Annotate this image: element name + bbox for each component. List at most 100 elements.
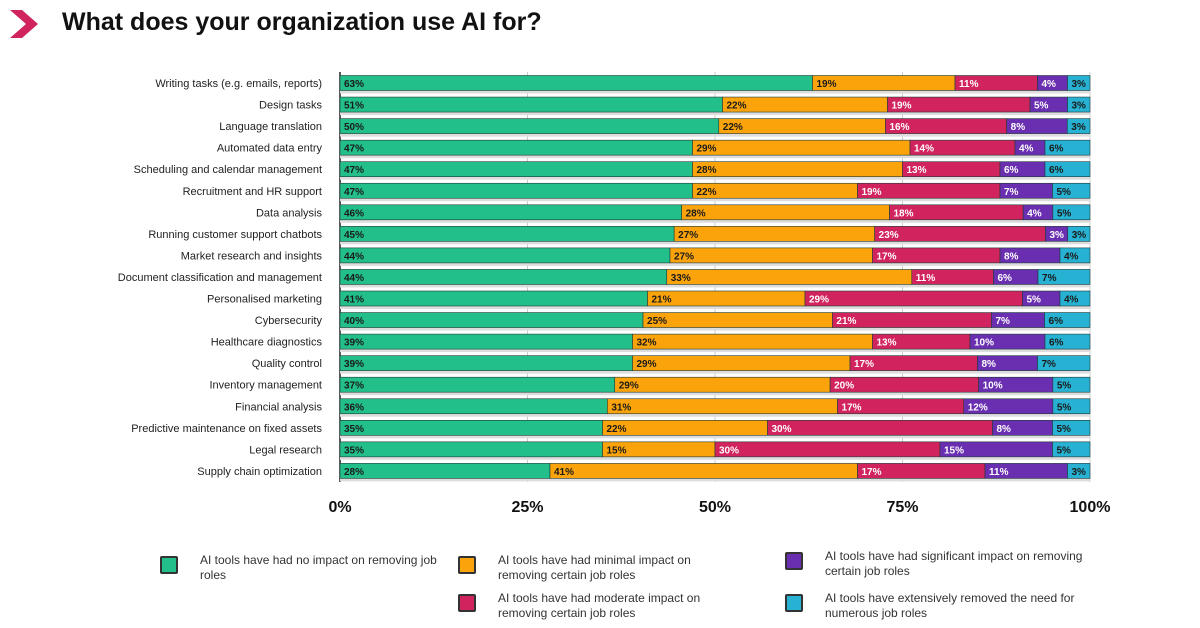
- bar-segment: [1052, 441, 1091, 458]
- bar-segment: [339, 247, 671, 264]
- data-label: 7%: [1004, 187, 1019, 198]
- bar-segment: [669, 247, 873, 264]
- data-label: 17%: [854, 359, 874, 370]
- bar-shadow: [340, 477, 1090, 482]
- data-label: 22%: [697, 187, 717, 198]
- data-label: 5%: [1057, 208, 1072, 219]
- bar-shadow: [340, 283, 1090, 288]
- data-label: 63%: [344, 79, 364, 90]
- data-label: 5%: [1034, 101, 1049, 112]
- bar-segment: [1059, 290, 1091, 307]
- bar-shadow: [340, 305, 1090, 309]
- bar-segment: [339, 204, 682, 221]
- data-label: 28%: [697, 165, 717, 176]
- bar-segment: [1044, 161, 1091, 177]
- data-label: 19%: [817, 79, 837, 90]
- legend-swatch: [458, 556, 476, 574]
- category-label: Personalised marketing: [207, 294, 322, 306]
- bar-segment: [1052, 182, 1091, 199]
- bar-shadow: [340, 261, 1090, 266]
- data-label: 45%: [344, 230, 364, 241]
- data-label: 29%: [809, 295, 829, 306]
- bar-segment: [632, 355, 851, 371]
- bar-segment: [607, 398, 838, 415]
- bar-segment: [339, 312, 644, 328]
- bar-segment: [1052, 204, 1091, 221]
- category-label: Scheduling and calendar management: [134, 164, 322, 176]
- data-label: 28%: [686, 208, 706, 219]
- data-label: 21%: [836, 316, 856, 327]
- category-label: Cybersecurity: [255, 315, 323, 327]
- bar-shadow: [340, 240, 1090, 245]
- bar-segment: [549, 463, 858, 479]
- data-label: 31%: [611, 402, 631, 413]
- bar-segment: [1037, 355, 1091, 371]
- data-label: 10%: [983, 381, 1003, 392]
- data-label: 13%: [877, 338, 897, 349]
- category-label: Design tasks: [259, 100, 322, 112]
- category-label: Predictive maintenance on fixed assets: [131, 423, 322, 435]
- data-label: 3%: [1072, 467, 1087, 478]
- bar-segment: [339, 161, 693, 177]
- bar-segment: [339, 441, 603, 458]
- data-label: 3%: [1071, 122, 1086, 133]
- data-label: 47%: [344, 187, 364, 198]
- data-label: 36%: [344, 402, 364, 413]
- data-label: 17%: [877, 251, 897, 262]
- data-label: 39%: [344, 359, 364, 370]
- category-label: Financial analysis: [235, 401, 322, 413]
- bar-shadow: [340, 132, 1090, 137]
- category-label: Legal research: [249, 444, 322, 456]
- data-label: 22%: [727, 101, 747, 112]
- data-label: 15%: [944, 445, 964, 456]
- data-label: 6%: [997, 273, 1012, 284]
- bar-segment: [602, 419, 768, 436]
- legend-swatch: [160, 556, 178, 574]
- x-tick-label: 100%: [1070, 499, 1111, 516]
- data-label: 47%: [344, 144, 364, 155]
- data-label: 19%: [892, 101, 912, 112]
- data-label: 7%: [996, 316, 1011, 327]
- data-label: 35%: [344, 424, 364, 435]
- bar-shadow: [340, 369, 1090, 374]
- category-label: Recruitment and HR support: [183, 186, 322, 198]
- data-label: 4%: [1027, 208, 1042, 219]
- bar-segment: [681, 204, 890, 221]
- data-label: 11%: [959, 79, 979, 90]
- data-label: 19%: [862, 187, 882, 198]
- data-label: 6%: [1049, 144, 1064, 155]
- bar-segment: [614, 376, 831, 393]
- data-label: 37%: [344, 381, 364, 392]
- data-label: 8%: [1011, 122, 1026, 133]
- data-label: 6%: [1049, 165, 1064, 176]
- data-label: 11%: [916, 273, 936, 284]
- bar-segment: [673, 226, 875, 242]
- bar-segment: [1052, 376, 1091, 393]
- bar-segment: [1066, 118, 1091, 134]
- x-tick-label: 75%: [886, 499, 918, 516]
- category-label: Data analysis: [256, 207, 323, 219]
- data-label: 41%: [344, 295, 364, 306]
- category-label: Language translation: [219, 121, 322, 133]
- data-label: 6%: [1049, 338, 1064, 349]
- data-label: 30%: [772, 424, 792, 435]
- data-label: 6%: [1004, 165, 1019, 176]
- category-label: Inventory management: [209, 380, 322, 392]
- data-label: 51%: [344, 101, 364, 112]
- category-label: Supply chain optimization: [197, 466, 322, 478]
- data-label: 29%: [637, 359, 657, 370]
- bar-segment: [874, 226, 1046, 242]
- bar-segment: [1067, 463, 1091, 479]
- data-label: 4%: [1042, 79, 1057, 90]
- chart-title: What does your organization use AI for?: [62, 8, 542, 36]
- data-label: 40%: [344, 316, 364, 327]
- bar-segment: [692, 182, 858, 199]
- bar-segment: [1059, 247, 1091, 264]
- data-label: 10%: [974, 338, 994, 349]
- data-label: 39%: [344, 338, 364, 349]
- bar-segment: [714, 441, 941, 458]
- bar-shadow: [340, 175, 1090, 180]
- category-label: Writing tasks (e.g. emails, reports): [155, 78, 322, 90]
